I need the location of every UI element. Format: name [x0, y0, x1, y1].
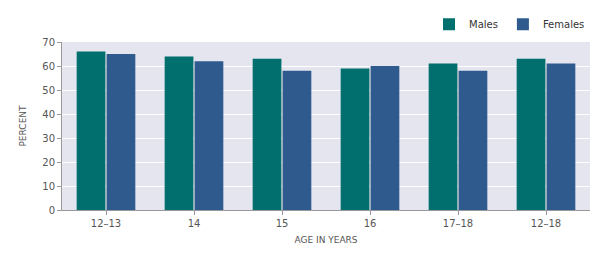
svg-text:12–18: 12–18: [531, 218, 561, 229]
svg-text:10: 10: [42, 181, 55, 192]
svg-text:0: 0: [49, 205, 55, 216]
svg-text:15: 15: [276, 218, 289, 229]
svg-text:Females: Females: [543, 19, 584, 30]
svg-text:17–18: 17–18: [443, 218, 473, 229]
svg-text:16: 16: [364, 218, 377, 229]
svg-text:20: 20: [42, 157, 55, 168]
svg-text:50: 50: [42, 85, 55, 96]
svg-text:30: 30: [42, 133, 55, 144]
svg-text:AGE IN YEARS: AGE IN YEARS: [294, 235, 357, 245]
svg-text:40: 40: [42, 109, 55, 120]
svg-text:60: 60: [42, 61, 55, 72]
svg-text:12–13: 12–13: [91, 218, 121, 229]
svg-text:PERCENT: PERCENT: [18, 105, 28, 147]
svg-text:Males: Males: [469, 19, 498, 30]
svg-text:14: 14: [188, 218, 201, 229]
svg-text:70: 70: [42, 37, 55, 48]
